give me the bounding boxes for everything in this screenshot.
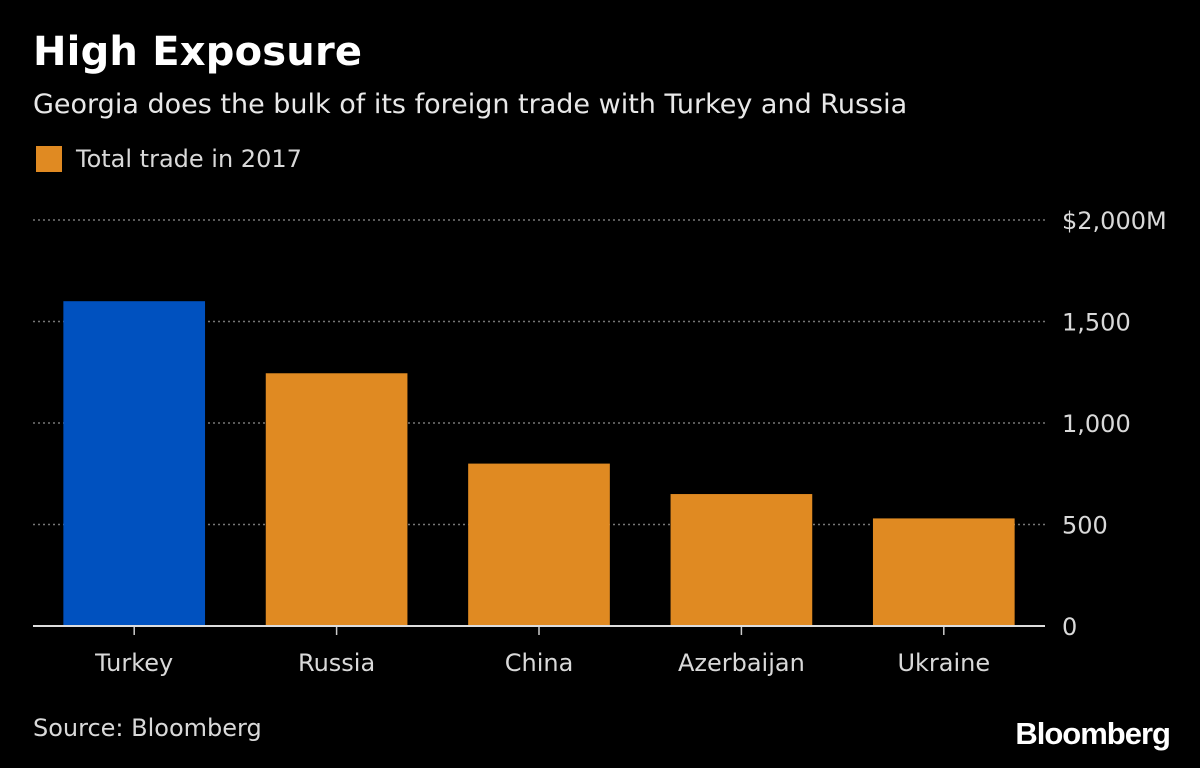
y-tick-label: 500	[1062, 512, 1108, 540]
y-tick-label: 1,500	[1062, 309, 1131, 337]
y-axis-ticks: 0 500 1,000 1,500 $2,000M	[1062, 207, 1167, 641]
x-tick-label: Turkey	[94, 649, 173, 677]
x-tick-label: China	[505, 649, 574, 677]
chart-title: High Exposure	[33, 29, 363, 75]
x-tick-label: Russia	[298, 649, 375, 677]
bar-azerbaijan	[670, 494, 813, 626]
x-tick-label: Azerbaijan	[678, 649, 805, 677]
source-note: Source: Bloomberg	[33, 714, 262, 742]
bar-turkey	[63, 301, 206, 626]
y-tick-label: $2,000M	[1062, 207, 1167, 235]
chart-legend: Total trade in 2017	[36, 146, 302, 172]
bar-russia	[265, 373, 408, 626]
bar-ukraine	[872, 518, 1015, 626]
bar-china	[468, 463, 610, 626]
y-tick-label: 0	[1062, 613, 1077, 641]
bars	[63, 301, 1015, 626]
bloomberg-logo: Bloomberg	[1015, 716, 1171, 751]
y-tick-label: 1,000	[1062, 410, 1131, 438]
legend-label: Total trade in 2017	[76, 145, 302, 173]
chart-subtitle: Georgia does the bulk of its foreign tra…	[33, 89, 908, 120]
legend-swatch	[36, 146, 62, 172]
x-tick-label: Ukraine	[897, 649, 990, 677]
x-axis	[33, 625, 1045, 635]
x-axis-labels: Turkey Russia China Azerbaijan Ukraine	[94, 649, 990, 677]
